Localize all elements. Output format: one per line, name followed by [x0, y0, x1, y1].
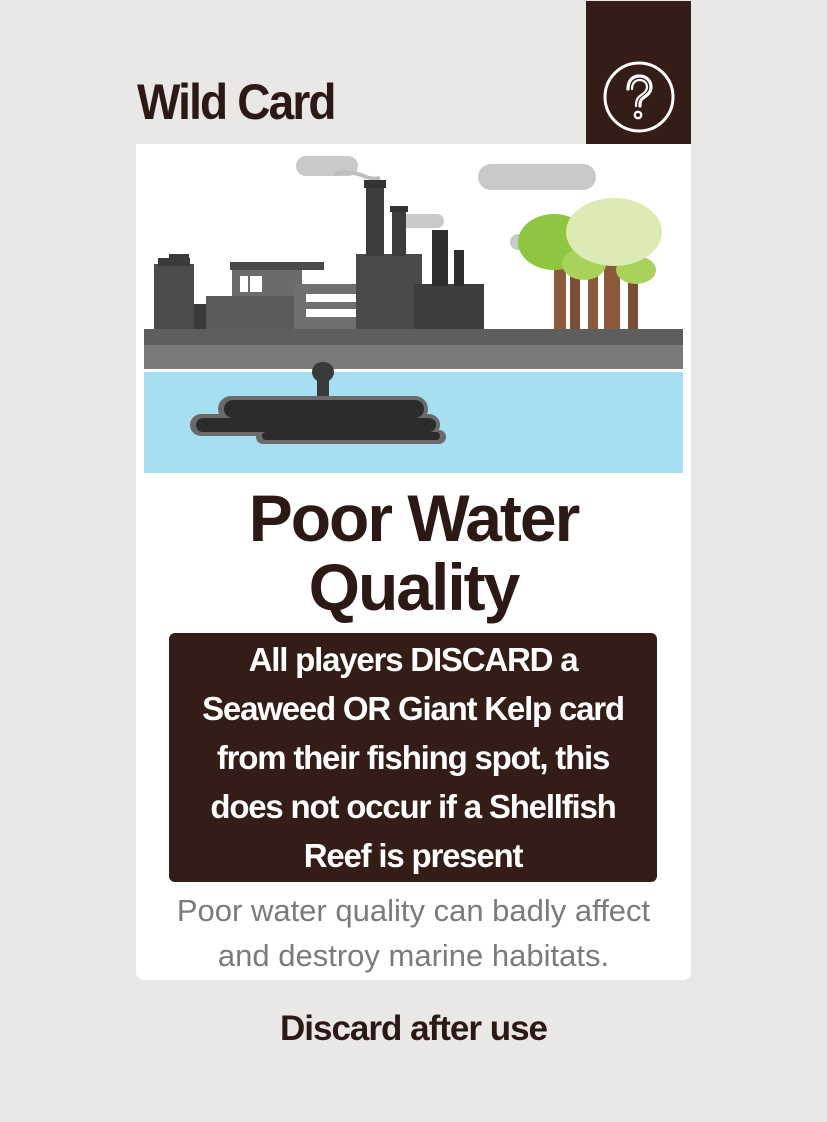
- factory-icon: [154, 180, 484, 329]
- effect-line: Seaweed OR Giant Kelp card: [202, 690, 625, 727]
- effect-line: Reef is present: [303, 837, 524, 874]
- question-mark-icon: [603, 61, 675, 133]
- card-title-line: Quality: [308, 550, 521, 624]
- effect-line: All players DISCARD a: [248, 641, 579, 678]
- flavor-line: and destroy marine habitats.: [217, 938, 610, 973]
- factory-polluting-water-illustration: [144, 144, 683, 474]
- card-title-line: Poor Water: [248, 481, 581, 555]
- card-effect-box: All players DISCARD a Seaweed OR Giant K…: [169, 633, 657, 882]
- effect-line: from their fishing spot, this: [216, 739, 611, 776]
- tree-icon: [518, 198, 662, 329]
- card-effect-text: All players DISCARD a Seaweed OR Giant K…: [196, 635, 630, 880]
- oil-spill-icon: [190, 396, 446, 444]
- card-title: Poor Water Quality: [136, 484, 691, 622]
- card-flavor-text: Poor water quality can badly affect and …: [136, 888, 691, 978]
- discard-instruction: Discard after use: [279, 1009, 548, 1048]
- flavor-line: Poor water quality can badly affect: [176, 893, 651, 928]
- wild-card: Poor Water Quality All players DISCARD a…: [136, 144, 691, 980]
- card-type-title: Wild Card: [137, 74, 337, 130]
- effect-line: does not occur if a Shellfish: [210, 788, 616, 825]
- help-button[interactable]: [586, 1, 691, 144]
